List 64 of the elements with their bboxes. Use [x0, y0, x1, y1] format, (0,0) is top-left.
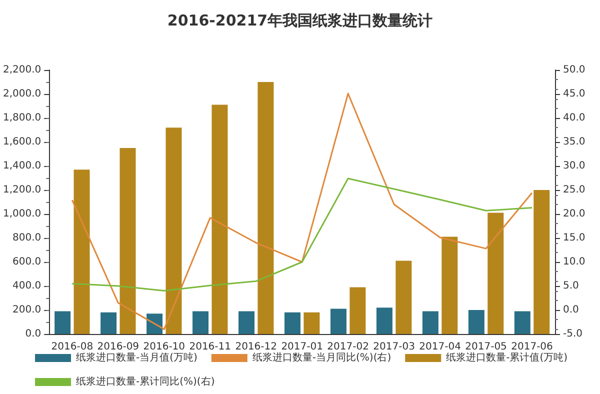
legend-label: 纸浆进口数量-累计同比(%)(右) [76, 376, 215, 388]
y2-tick-label: 45.0 [563, 88, 586, 100]
x-tick-label: 2017-06 [511, 342, 553, 352]
y2-tick-label: 10.0 [563, 256, 586, 268]
bar [396, 260, 412, 334]
bar [238, 311, 254, 334]
y-tick-label: 1,600.0 [2, 136, 42, 148]
chart-title: 2016-20217年我国纸浆进口数量统计 [167, 12, 433, 30]
bar [120, 148, 136, 334]
y-tick-label: 400.0 [12, 280, 42, 292]
bar [54, 311, 71, 334]
y-tick-label: 2,200.0 [2, 64, 42, 76]
line-series [71, 92, 533, 330]
y-tick-label: 1,400.0 [2, 160, 42, 172]
y-tick-label: 1,000.0 [2, 208, 42, 220]
bar [534, 190, 550, 334]
x-tick-label: 2016-08 [51, 342, 94, 352]
x-tick-label: 2017-02 [327, 342, 369, 352]
y-tick-label: 800.0 [12, 232, 42, 244]
y-tick-label: 600.0 [12, 256, 42, 268]
y2-tick-label: 20.0 [563, 208, 586, 220]
y2-tick-label: 50.0 [563, 64, 586, 76]
bar [330, 308, 346, 334]
bar [514, 311, 530, 334]
bar [422, 311, 438, 334]
x-tick-label: 2017-04 [419, 342, 461, 352]
y-tick-label: 1,800.0 [2, 112, 42, 124]
y2-tick-label: 40.0 [563, 112, 586, 124]
line-series [71, 178, 533, 292]
y2-tick-label: 30.0 [563, 160, 586, 172]
x-tick-label: 2016-12 [235, 342, 277, 352]
y-tick-label: 0.0 [25, 328, 42, 340]
bar [258, 82, 274, 334]
y2-tick-label: 0.0 [563, 304, 579, 316]
y2-tick-label: 35.0 [563, 136, 586, 148]
bar [304, 312, 320, 334]
bar [284, 312, 300, 334]
y2-tick-label: 5.0 [563, 280, 579, 292]
x-tick-label: 2016-11 [189, 342, 232, 352]
bar [212, 104, 228, 334]
bar [74, 170, 90, 334]
bar [100, 312, 117, 334]
bar [442, 236, 458, 334]
y2-tick-label: -5.0 [563, 328, 583, 340]
y2-tick-label: 15.0 [563, 232, 586, 244]
bar [488, 212, 504, 334]
x-tick-label: 2016-10 [143, 342, 186, 352]
legend-label: 纸浆进口数量-当月同比(%)(右) [252, 352, 392, 364]
legend-label: 纸浆进口数量-累计值(万吨) [446, 352, 568, 364]
x-tick-label: 2017-01 [281, 342, 323, 352]
y-tick-label: 200.0 [12, 304, 42, 316]
legend-label: 纸浆进口数量-当月值(万吨) [76, 352, 198, 364]
y-tick-label: 2,000.0 [2, 88, 42, 100]
x-tick-label: 2017-05 [465, 342, 507, 352]
y-tick-label: 1,200.0 [2, 184, 42, 196]
x-tick-label: 2017-03 [373, 342, 415, 352]
bar [166, 128, 182, 334]
x-tick-label: 2016-09 [97, 342, 140, 352]
bar [192, 311, 209, 334]
bar [468, 310, 484, 334]
bar [350, 287, 366, 334]
bar [376, 308, 392, 334]
bar [146, 314, 163, 334]
y2-tick-label: 25.0 [563, 184, 586, 196]
